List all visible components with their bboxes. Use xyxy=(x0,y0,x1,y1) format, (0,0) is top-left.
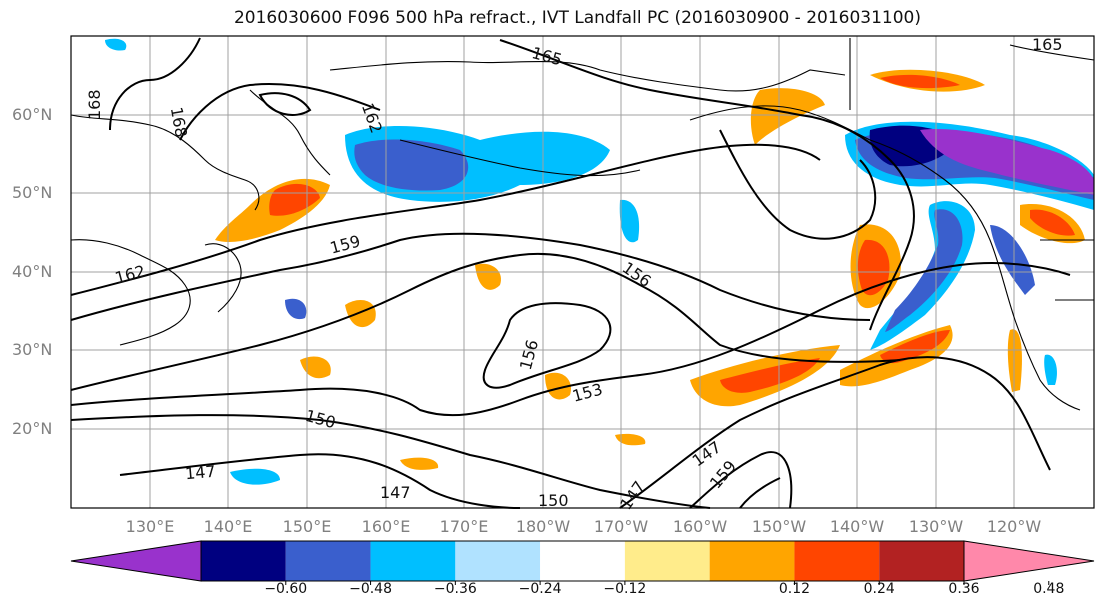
lon-label: 140°W xyxy=(830,517,885,536)
colorbar-segment xyxy=(201,541,286,581)
coast-canada xyxy=(1009,44,1095,61)
shade-orange-coast xyxy=(1007,329,1022,392)
gridlines xyxy=(71,36,1094,508)
contour-168b xyxy=(179,83,381,141)
shade-orange-small3 xyxy=(545,372,571,400)
colorbar-tick-label: −0.12 xyxy=(603,581,646,597)
colorbar-segment xyxy=(370,541,456,581)
shade-sky-small2 xyxy=(230,468,280,485)
contour-147a xyxy=(119,453,521,509)
shade-blue-coast xyxy=(885,209,963,332)
shade-red-subtrop xyxy=(720,358,820,393)
colorbar-outline xyxy=(200,540,965,582)
lon-label: 130°W xyxy=(909,517,964,536)
shade-sky-coast2 xyxy=(1044,354,1057,385)
contour-150b xyxy=(689,451,793,509)
lon-label: 170°W xyxy=(594,517,649,536)
contours xyxy=(70,37,1071,509)
lon-label: 150°E xyxy=(283,517,332,536)
contour-label: 147 xyxy=(184,462,216,484)
shade-sky-small3 xyxy=(105,38,127,51)
contour-147b xyxy=(619,356,1051,509)
coast-bering xyxy=(329,60,846,92)
contour-168a xyxy=(109,37,201,131)
lon-label: 160°E xyxy=(362,517,411,536)
coast-japan xyxy=(204,243,242,313)
map-panel: 168 168 165 165 162 162 159 159 156 156 … xyxy=(70,35,1095,513)
colorbar-segment xyxy=(879,541,964,581)
colorbar-segment xyxy=(624,541,710,581)
lat-label: 60°N xyxy=(12,105,52,124)
colorbar-segment xyxy=(455,541,541,581)
shade-purple-nw xyxy=(920,129,1094,195)
lat-label: 40°N xyxy=(12,262,52,281)
shade-sky-small1 xyxy=(619,199,640,243)
contour-156 xyxy=(70,252,901,391)
lon-label: 150°W xyxy=(752,517,807,536)
map-title: 2016030600 F096 500 hPa refract., IVT La… xyxy=(233,8,921,28)
shade-red-alaska xyxy=(880,74,960,89)
contour-label: 150 xyxy=(538,491,569,510)
colorbar-segment xyxy=(540,541,625,581)
colorbar-tick-label: 0.48 xyxy=(1033,581,1064,597)
colorbar-segment xyxy=(285,541,371,581)
colorbar-tick-label: −0.48 xyxy=(349,581,392,597)
contour-label: 147 xyxy=(380,483,411,502)
coastlines xyxy=(70,38,1095,411)
contour-165 xyxy=(499,39,915,331)
colorbar-tick-label: 0.12 xyxy=(779,581,810,597)
contour-150 xyxy=(70,414,711,509)
shade-blue-aleutian xyxy=(354,139,469,191)
lon-label: 160°W xyxy=(673,517,728,536)
lat-label: 50°N xyxy=(12,183,52,202)
colorbar: −0.60 −0.48 −0.36 −0.24 −0.12 0.12 0.24 0.36 0.4… xyxy=(70,540,1095,597)
contour-156-loop xyxy=(482,302,612,389)
lon-axis: 130°E 140°E 150°E 160°E 170°E 180°W 170°W 160°W… xyxy=(126,517,1042,536)
lat-label: 30°N xyxy=(12,340,52,359)
colorbar-segment xyxy=(709,541,795,581)
lon-label: 140°E xyxy=(204,517,253,536)
colorbar-extend-low xyxy=(70,540,202,582)
shade-red-ne xyxy=(857,239,890,296)
shade-blue-small1 xyxy=(285,298,307,320)
colorbar-tick-label: −0.36 xyxy=(434,581,477,597)
colorbar-segment xyxy=(794,541,880,581)
shade-orange-small5 xyxy=(400,457,439,470)
lon-label: 120°W xyxy=(987,517,1042,536)
contour-153 xyxy=(70,262,1071,417)
coast-namerica xyxy=(689,105,1081,411)
lon-label: 170°E xyxy=(440,517,489,536)
lon-label: 130°E xyxy=(126,517,175,536)
coast-asia-east xyxy=(70,239,191,346)
shaded-field xyxy=(105,38,1094,485)
contour-159 xyxy=(70,232,871,321)
contour-156-trough xyxy=(719,129,877,240)
colorbar-extend-high xyxy=(963,540,1095,582)
lat-axis: 60°N 50°N 40°N 30°N 20°N xyxy=(12,105,52,438)
lat-label: 20°N xyxy=(12,419,52,438)
shade-blue-coast2 xyxy=(990,225,1035,295)
map-frame xyxy=(70,35,1095,509)
shade-red-inland xyxy=(1030,209,1075,236)
colorbar-tick-label: 0.24 xyxy=(864,581,895,597)
contour-label: 168 xyxy=(85,89,104,120)
contour-closed-168 xyxy=(258,92,312,116)
shade-orange-small2 xyxy=(345,300,376,328)
coast-asia-north xyxy=(70,114,260,211)
shade-orange-gulf xyxy=(750,88,825,145)
coast-aleutians xyxy=(399,139,641,177)
colorbar-tick-label: −0.60 xyxy=(264,581,307,597)
colorbar-tick-label: −0.24 xyxy=(519,581,562,597)
colorbar-tick-label: 0.36 xyxy=(948,581,979,597)
contour-153b xyxy=(739,477,781,509)
shade-orange-small4 xyxy=(300,356,331,379)
lon-label: 180°W xyxy=(516,517,571,536)
shade-red-subtrop2 xyxy=(880,330,950,364)
shade-orange-small6 xyxy=(615,433,646,446)
shade-orange-small1 xyxy=(475,263,501,290)
contour-label: 165 xyxy=(1032,35,1063,54)
